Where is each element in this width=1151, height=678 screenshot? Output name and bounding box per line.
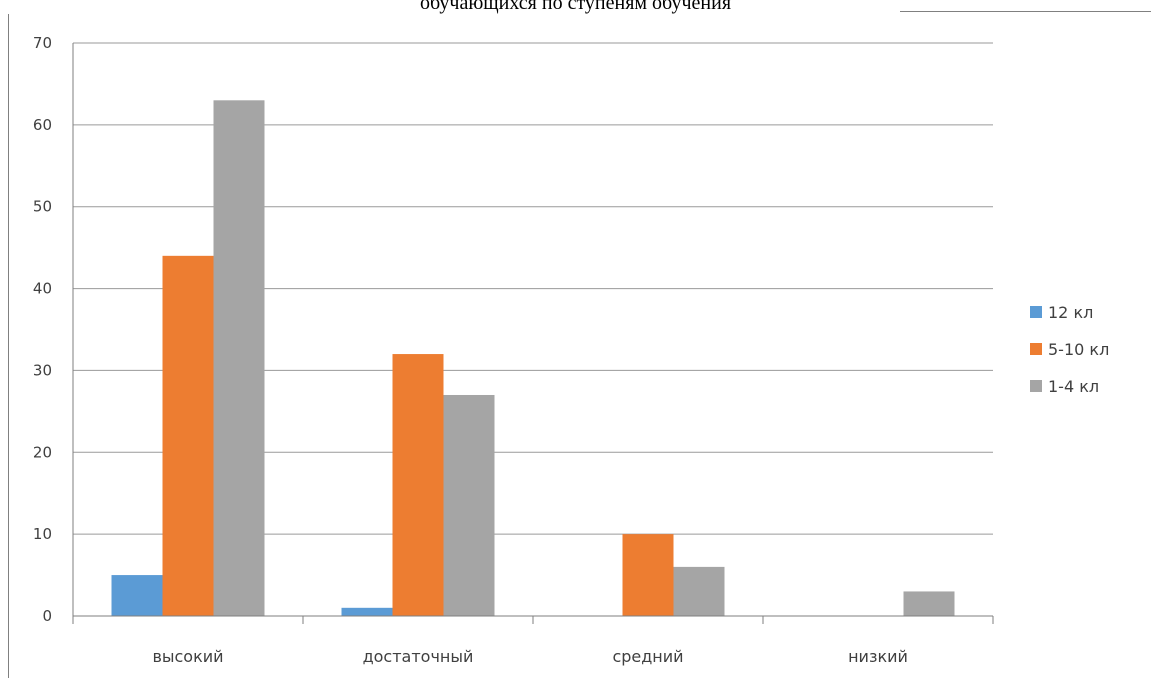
bars — [111, 100, 955, 617]
bar — [162, 255, 214, 617]
frame-border-top — [900, 11, 1151, 12]
y-tick-label: 30 — [33, 361, 52, 379]
legend-label: 5-10 кл — [1048, 340, 1109, 359]
bar — [213, 100, 265, 617]
x-category-label: достаточный — [363, 647, 474, 666]
bar — [673, 566, 725, 616]
axes — [72, 43, 994, 624]
bar — [443, 394, 495, 616]
bar — [341, 607, 393, 616]
y-tick-label: 70 — [33, 34, 52, 52]
x-category-label: средний — [612, 647, 683, 666]
x-category-label: высокий — [152, 647, 223, 666]
legend-swatch — [1030, 343, 1042, 355]
legend: 12 кл 5-10 кл 1-4 кл — [1030, 303, 1109, 396]
y-tick-label: 0 — [42, 607, 52, 625]
y-tick-label: 40 — [33, 280, 52, 298]
legend-swatch — [1030, 380, 1042, 392]
bar — [111, 575, 163, 616]
bar — [903, 591, 955, 616]
legend-label: 1-4 кл — [1048, 377, 1099, 396]
bar — [622, 534, 674, 616]
y-tick-label: 10 — [33, 525, 52, 543]
y-tick-label: 50 — [33, 198, 52, 216]
y-tick-label: 60 — [33, 116, 52, 134]
chart-title: обучающихся по ступеням обучения — [419, 0, 732, 14]
x-category-labels: высокий достаточный средний низкий — [152, 647, 907, 666]
legend-swatch — [1030, 306, 1042, 318]
y-tick-label: 20 — [33, 443, 52, 461]
frame-border-left — [8, 14, 9, 678]
x-category-label: низкий — [848, 647, 908, 666]
y-tick-labels: 0 10 20 30 40 50 60 70 — [33, 34, 52, 625]
legend-label: 12 кл — [1048, 303, 1093, 322]
bar — [392, 354, 444, 616]
